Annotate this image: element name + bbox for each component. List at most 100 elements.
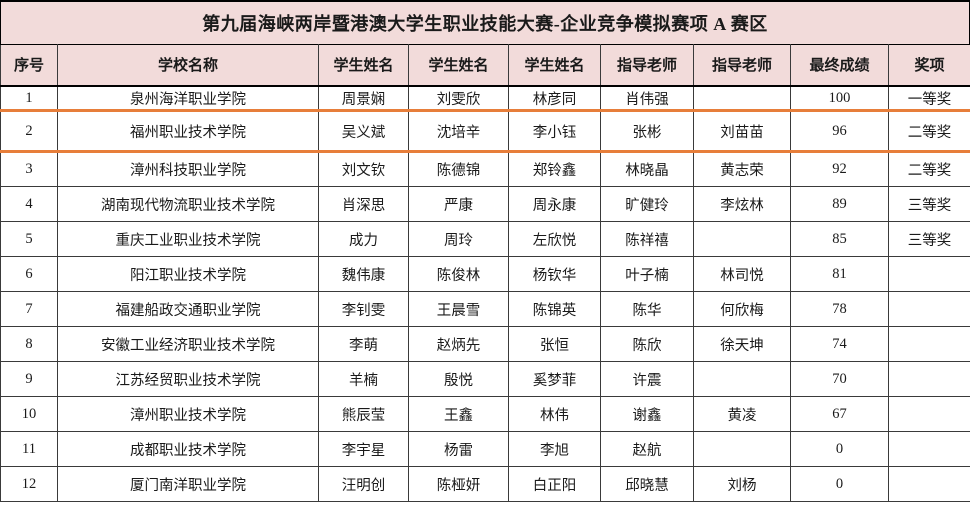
table-cell: 福建船政交通职业学院: [57, 291, 319, 327]
table-cell: 重庆工业职业技术学院: [57, 221, 319, 257]
table-cell: 10: [0, 396, 58, 432]
column-header: 学校名称: [57, 44, 319, 87]
table-cell: 张恒: [508, 326, 601, 362]
table-cell: 赵炳先: [408, 326, 509, 362]
column-header: 指导老师: [600, 44, 694, 87]
table-cell: 肖伟强: [600, 85, 694, 112]
table-cell: 3: [0, 151, 58, 187]
table-cell: [888, 466, 970, 502]
table-cell: 成都职业技术学院: [57, 431, 319, 467]
table-cell: 81: [790, 256, 889, 292]
table-cell: 陈华: [600, 291, 694, 327]
column-header: 学生姓名: [408, 44, 509, 87]
table-cell: 林司悦: [693, 256, 791, 292]
table-cell: 厦门南洋职业学院: [57, 466, 319, 502]
table-row: 7 福建船政交通职业学院 李钊雯 王晨雪 陈锦英 陈华 何欣梅 78: [0, 291, 970, 327]
table-cell: 漳州科技职业学院: [57, 151, 319, 187]
table-cell: 邱晓慧: [600, 466, 694, 502]
orange-highlight-line-1: [0, 109, 970, 112]
table-cell: 严康: [408, 186, 509, 222]
table-cell: 0: [790, 431, 889, 467]
table-row: 8 安徽工业经济职业技术学院 李萌 赵炳先 张恒 陈欣 徐天坤 74: [0, 326, 970, 362]
table-cell: 刘雯欣: [408, 85, 509, 112]
table-cell: 李旭: [508, 431, 601, 467]
column-header: 奖项: [888, 44, 970, 87]
table-cell: 左欣悦: [508, 221, 601, 257]
table-cell: [888, 256, 970, 292]
table-cell: 吴义斌: [318, 111, 409, 152]
table-row: 5 重庆工业职业技术学院 成力 周玲 左欣悦 陈祥禧 85 三等奖: [0, 221, 970, 257]
table-cell: 12: [0, 466, 58, 502]
table-cell: 陈德锦: [408, 151, 509, 187]
table-cell: 何欣梅: [693, 291, 791, 327]
table-cell: 林彦同: [508, 85, 601, 112]
table-cell: 安徽工业经济职业技术学院: [57, 326, 319, 362]
table-row: 10 漳州职业技术学院 熊辰莹 王鑫 林伟 谢鑫 黄凌 67: [0, 396, 970, 432]
table-cell: [888, 291, 970, 327]
table-row: 11 成都职业技术学院 李宇星 杨雷 李旭 赵航 0: [0, 431, 970, 467]
table-cell: 黄凌: [693, 396, 791, 432]
table-cell: 96: [790, 111, 889, 152]
table-cell: 魏伟康: [318, 256, 409, 292]
table-cell: 陈桠妍: [408, 466, 509, 502]
table-cell: 杨钦华: [508, 256, 601, 292]
table-cell: 刘苗苗: [693, 111, 791, 152]
table-cell: 70: [790, 361, 889, 397]
table-cell: 6: [0, 256, 58, 292]
table-cell: 74: [790, 326, 889, 362]
table-cell: 林伟: [508, 396, 601, 432]
table-cell: 陈祥禧: [600, 221, 694, 257]
column-header: 学生姓名: [318, 44, 409, 87]
table-cell: 漳州职业技术学院: [57, 396, 319, 432]
table-row: 3 漳州科技职业学院 刘文钦 陈德锦 郑铃鑫 林晓晶 黄志荣 92 二等奖: [0, 151, 970, 187]
table-cell: 9: [0, 361, 58, 397]
table-cell: 谢鑫: [600, 396, 694, 432]
table-row: 12 厦门南洋职业学院 汪明创 陈桠妍 白正阳 邱晓慧 刘杨 0: [0, 466, 970, 502]
column-header: 指导老师: [693, 44, 791, 87]
table-cell: 二等奖: [888, 151, 970, 187]
table-cell: 奚梦菲: [508, 361, 601, 397]
table-cell: 刘杨: [693, 466, 791, 502]
table-cell: 王鑫: [408, 396, 509, 432]
column-header: 学生姓名: [508, 44, 601, 87]
orange-highlight-line-2: [0, 150, 970, 153]
table-cell: 成力: [318, 221, 409, 257]
table-cell: 一等奖: [888, 85, 970, 112]
table-cell: 白正阳: [508, 466, 601, 502]
table-cell: 旷健玲: [600, 186, 694, 222]
table-cell: 福州职业技术学院: [57, 111, 319, 152]
table-cell: [693, 85, 791, 112]
table-cell: 92: [790, 151, 889, 187]
table-cell: 湖南现代物流职业技术学院: [57, 186, 319, 222]
table-cell: [693, 431, 791, 467]
table-cell: 8: [0, 326, 58, 362]
table-cell: 赵航: [600, 431, 694, 467]
table-cell: 王晨雪: [408, 291, 509, 327]
table-cell: 郑铃鑫: [508, 151, 601, 187]
table-cell: [888, 361, 970, 397]
table-cell: 肖深思: [318, 186, 409, 222]
table-row: 9 江苏经贸职业技术学院 羊楠 殷悦 奚梦菲 许震 70: [0, 361, 970, 397]
table-row: 2 福州职业技术学院 吴义斌 沈培辛 李小钰 张彬 刘苗苗 96 二等奖: [0, 111, 970, 152]
table-cell: 羊楠: [318, 361, 409, 397]
table-cell: 叶子楠: [600, 256, 694, 292]
page-title: 第九届海峡两岸暨港澳大学生职业技能大赛-企业竞争模拟赛项 A 赛区: [0, 0, 970, 44]
table-cell: [888, 431, 970, 467]
table-cell: [693, 221, 791, 257]
table-cell: 7: [0, 291, 58, 327]
table-cell: 三等奖: [888, 186, 970, 222]
header-row: 序号 学校名称 学生姓名 学生姓名 学生姓名 指导老师 指导老师 最终成绩 奖项: [0, 44, 970, 87]
table-cell: 徐天坤: [693, 326, 791, 362]
table-cell: [888, 326, 970, 362]
table-cell: 二等奖: [888, 111, 970, 152]
table-cell: 陈欣: [600, 326, 694, 362]
table-cell: 5: [0, 221, 58, 257]
table-cell: 陈俊林: [408, 256, 509, 292]
table-cell: 殷悦: [408, 361, 509, 397]
results-table: 序号 学校名称 学生姓名 学生姓名 学生姓名 指导老师 指导老师 最终成绩 奖项 1 泉州海洋职业…: [0, 44, 970, 502]
table-cell: 85: [790, 221, 889, 257]
table-cell: 0: [790, 466, 889, 502]
table-cell: 泉州海洋职业学院: [57, 85, 319, 112]
table-cell: 李萌: [318, 326, 409, 362]
